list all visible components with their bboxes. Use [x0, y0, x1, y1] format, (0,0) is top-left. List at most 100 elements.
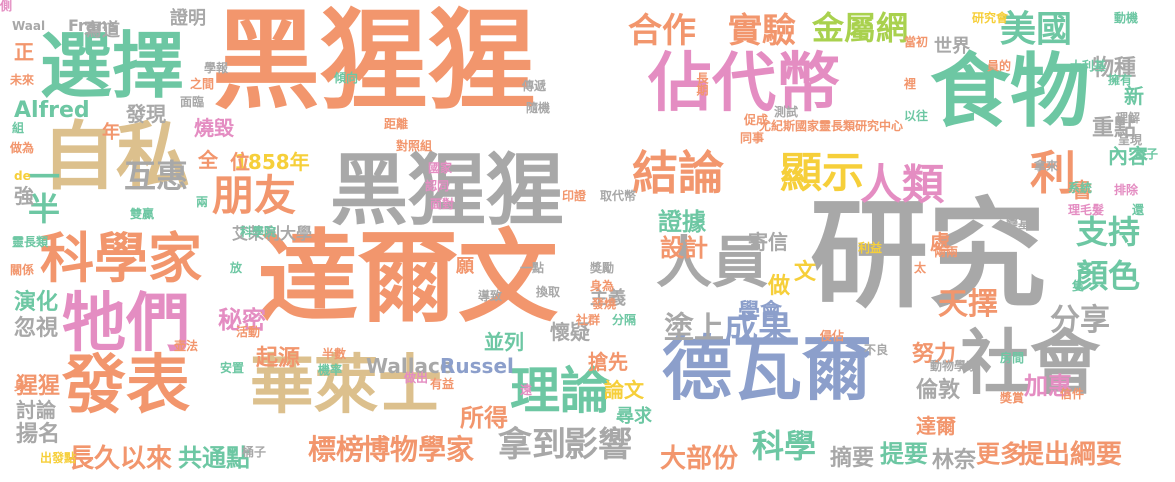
word: 活動	[236, 325, 261, 339]
word: 社會	[960, 322, 1100, 404]
word: 博物學家	[362, 433, 475, 466]
word: 燒毀	[194, 116, 234, 140]
word: 支持	[1076, 213, 1141, 251]
word: 拿到	[498, 425, 566, 465]
word: 距離	[384, 117, 409, 131]
word: 靈長類	[12, 235, 49, 249]
word: 人類	[860, 160, 945, 209]
word: 導致	[478, 289, 503, 303]
word: 演化	[14, 290, 59, 315]
word: 合作	[628, 11, 696, 51]
word: 德瓦爾	[662, 328, 872, 410]
word: 天擇	[938, 287, 998, 322]
word: 主義	[590, 288, 626, 309]
word: 傳遞	[522, 79, 547, 93]
word: 研究	[810, 186, 1047, 324]
word: 同事	[740, 131, 765, 145]
word: 理論	[510, 362, 610, 420]
word: 做為	[10, 141, 35, 155]
word: 重點	[1092, 116, 1137, 141]
word: 長久以來	[68, 444, 173, 474]
word: 出發點	[40, 451, 77, 465]
word: 書	[1072, 178, 1092, 202]
word: 懷疑	[550, 320, 590, 344]
word: 顯示	[780, 148, 865, 197]
word: 互惠	[124, 157, 189, 195]
word: 房間	[1000, 351, 1025, 365]
word: 印證	[562, 189, 587, 203]
word: 食物	[930, 45, 1090, 138]
word: 實驗	[728, 11, 796, 51]
word: 員的	[987, 59, 1012, 73]
word: 侵佔	[820, 329, 845, 343]
word: 一半	[23, 160, 61, 224]
word: 寄信	[748, 230, 788, 254]
word: 黑猩猩	[330, 146, 565, 236]
word: 發燒	[592, 297, 617, 311]
word: 標榜	[308, 433, 365, 466]
word: 做出	[404, 371, 429, 385]
word: 國家	[428, 161, 453, 175]
word: 選擇	[40, 24, 185, 108]
word: 促成	[744, 113, 769, 127]
word: 兩兩	[934, 245, 959, 259]
word: 物種	[1092, 56, 1137, 81]
word: 忽視	[14, 316, 59, 341]
word: Waal	[12, 19, 46, 33]
word: 佔代幣	[648, 47, 840, 121]
word: 機率	[318, 363, 343, 377]
word: 動機	[1114, 11, 1139, 25]
word: 文	[794, 260, 817, 285]
word: 做	[768, 274, 791, 299]
word: 系統	[1068, 181, 1093, 195]
word: 美國	[1000, 9, 1073, 50]
word: 世界	[934, 36, 970, 57]
word: 呈現	[1118, 133, 1143, 147]
word: 科學	[752, 427, 817, 465]
word: 社群	[576, 313, 601, 327]
word: Frans	[68, 16, 118, 35]
word: 信件	[1060, 387, 1085, 401]
word: 成果	[724, 309, 792, 349]
word: 達爾文	[258, 219, 558, 336]
word: 隻	[1072, 279, 1085, 293]
word: 設計	[660, 234, 708, 262]
word: 科學院	[240, 225, 277, 239]
word: 取代幣	[600, 189, 637, 203]
word: 林奈	[932, 448, 977, 473]
word: 有益	[430, 377, 455, 391]
word: 揚名	[16, 422, 61, 447]
word: 努力	[912, 342, 957, 367]
word: 擁有	[1108, 73, 1133, 87]
word: 拿來	[1034, 159, 1059, 173]
word: 金屬網	[812, 9, 909, 47]
word: 組	[12, 121, 25, 135]
word: 太	[914, 261, 927, 275]
word: 利益	[858, 241, 883, 255]
word: 以往	[904, 109, 929, 123]
word: 論文	[604, 378, 644, 402]
word: 提要	[880, 440, 928, 468]
word: 討論	[16, 398, 56, 422]
word: 關係	[10, 263, 35, 277]
word: 理解	[1116, 111, 1141, 125]
word: 面對	[430, 197, 455, 211]
word: 發表	[62, 349, 190, 423]
word: 對照組	[396, 139, 433, 153]
word: 半數	[322, 347, 347, 361]
word: 達爾	[916, 414, 956, 438]
word: 研究會	[972, 11, 1009, 25]
word: 加惠	[1024, 372, 1072, 400]
word: 身為	[590, 279, 615, 293]
word: 長期	[695, 72, 709, 96]
word: 華萊士	[250, 349, 442, 423]
word: 還	[1132, 203, 1145, 217]
word: 雙贏	[130, 207, 155, 221]
word: 秘密	[218, 306, 266, 334]
word: 更多	[976, 440, 1024, 468]
word: 動物學家	[930, 359, 979, 373]
word: 未來	[10, 73, 35, 87]
word: 安置	[220, 361, 245, 375]
word: 全	[198, 148, 218, 172]
